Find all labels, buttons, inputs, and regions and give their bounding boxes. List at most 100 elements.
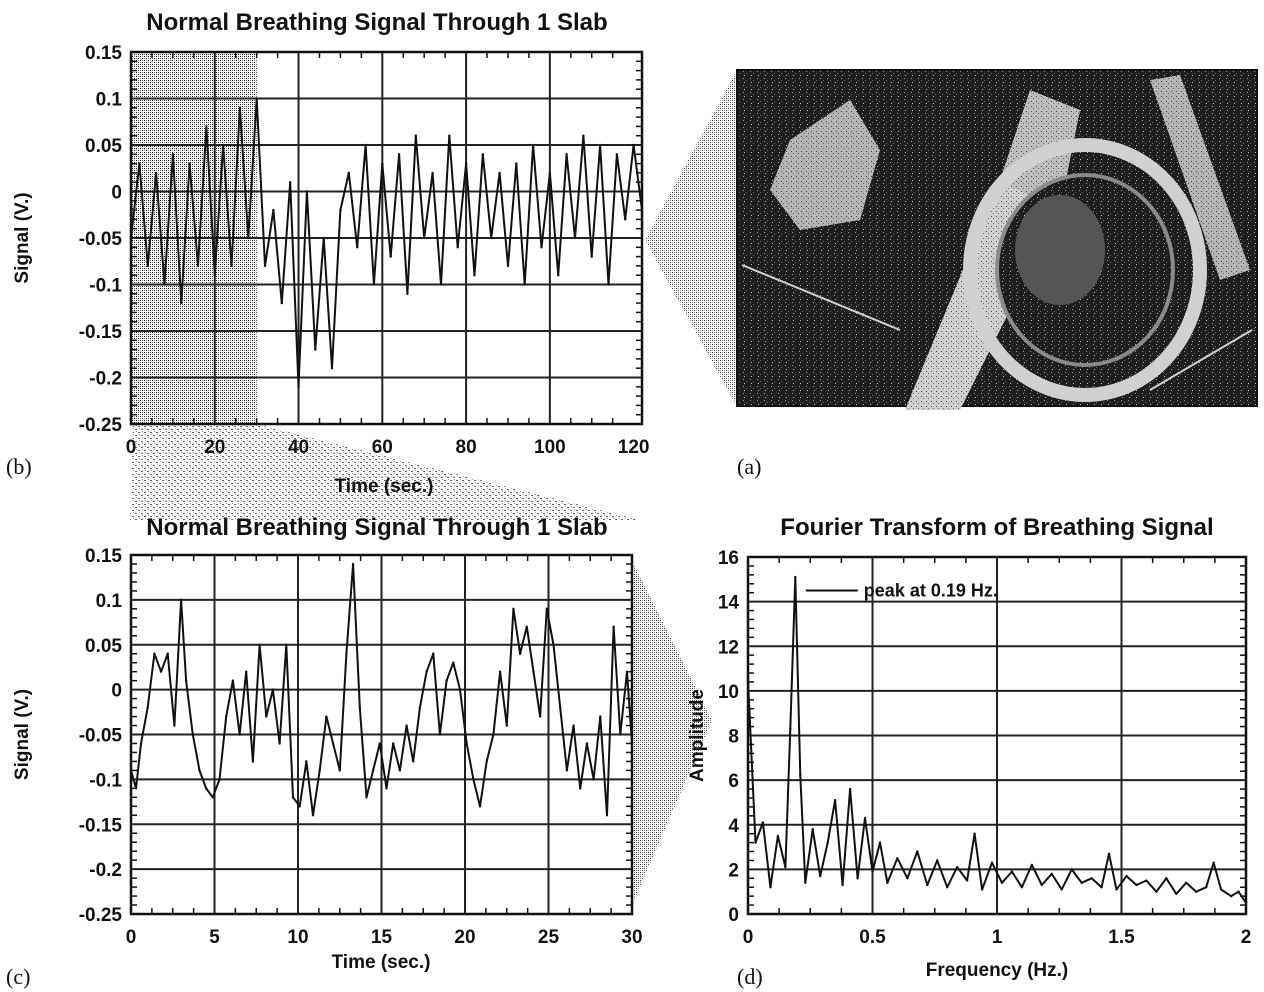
photo-person	[770, 100, 880, 230]
x-tick-label-d: 0	[743, 927, 754, 948]
data-point-b	[548, 171, 552, 175]
y-tick-label-b: 0.15	[85, 43, 122, 64]
data-point-c	[630, 742, 634, 745]
x-tick-label-d: 0.5	[859, 927, 886, 948]
photo-diag-bar	[1150, 75, 1250, 280]
data-point-c	[432, 652, 435, 655]
data-point-c	[231, 679, 235, 682]
data-point-b	[607, 283, 610, 286]
data-point-b	[456, 246, 459, 249]
chart-b: 0 20 40 60 80 100 120 0.15 0.1 0.05 0 -0.05 -0.1 -0.1…	[12, 9, 649, 497]
data-point-b	[414, 134, 418, 137]
data-point-c	[285, 643, 288, 646]
data-point-d	[871, 870, 874, 873]
data-point-c	[425, 670, 428, 673]
data-point-b	[238, 106, 242, 110]
y-tick-label-c: -0.05	[79, 726, 123, 747]
data-point-b	[632, 143, 635, 147]
data-point-d	[1070, 868, 1073, 871]
data-point-d	[789, 727, 792, 731]
panel-tag-b: (b)	[6, 454, 32, 479]
chart-title-c: Normal Breathing Signal Through 1 Slab	[146, 514, 607, 541]
data-point-c	[418, 706, 422, 709]
chart-title-d: Fourier Transform of Breathing Signal	[780, 514, 1213, 541]
data-point-c	[545, 607, 549, 611]
data-point-d	[1125, 874, 1128, 878]
data-point-b	[221, 143, 225, 147]
data-point-c	[331, 742, 335, 745]
data-point-b	[188, 162, 191, 165]
data-point-c	[305, 760, 308, 763]
data-point-d	[1060, 888, 1063, 891]
data-point-b	[280, 301, 283, 305]
x-axis-label-b: Time (sec.)	[335, 476, 434, 497]
y-tick-label-b: -0.1	[89, 276, 122, 297]
data-point-d	[1204, 886, 1208, 889]
data-point-c	[238, 733, 241, 736]
data-point-c	[605, 814, 609, 817]
y-tick-label-b: 0	[111, 183, 122, 204]
data-point-d	[776, 834, 780, 838]
data-point-c	[552, 643, 555, 646]
data-point-c	[405, 724, 408, 727]
data-point-b	[531, 143, 535, 147]
data-point-b	[464, 162, 468, 165]
panel-tag-c: (c)	[6, 964, 30, 989]
y-tick-label-c: -0.25	[79, 905, 123, 926]
data-point-c	[619, 733, 622, 736]
x-tick-label-d: 1	[992, 927, 1003, 948]
x-tick-label-b: 100	[534, 437, 566, 458]
x-tick-label-c: 10	[287, 927, 308, 948]
data-point-c	[492, 733, 495, 736]
data-point-c	[452, 661, 455, 664]
data-point-d	[1080, 881, 1083, 884]
data-point-d	[955, 865, 959, 869]
data-point-b	[314, 348, 317, 351]
data-point-b	[288, 181, 292, 184]
data-point-b	[422, 236, 426, 240]
data-point-c	[505, 724, 508, 727]
data-point-c	[412, 760, 415, 763]
data-point-b	[557, 274, 560, 277]
data-point-b	[347, 171, 351, 175]
data-point-d	[799, 774, 802, 777]
data-point-d	[1229, 894, 1233, 898]
data-point-d	[1020, 886, 1024, 889]
data-point-b	[506, 264, 510, 268]
data-point-d	[804, 881, 807, 884]
data-point-b	[330, 367, 334, 370]
data-point-d	[1050, 872, 1053, 876]
y-tick-label-b: -0.15	[79, 322, 123, 343]
data-point-c	[378, 742, 382, 745]
data-point-b	[490, 236, 493, 240]
data-point-c	[525, 625, 528, 628]
zoom-connector-c-to-d	[634, 565, 712, 900]
data-point-c	[498, 670, 502, 673]
data-point-d	[1030, 863, 1034, 867]
y-tick-label-b: -0.05	[79, 229, 123, 250]
x-tick-label-c: 5	[209, 927, 220, 948]
data-point-b	[372, 283, 376, 286]
y-tick-label-d: 2	[728, 860, 739, 881]
data-point-c	[318, 769, 321, 772]
data-point-b	[364, 143, 367, 147]
data-point-b	[154, 171, 158, 175]
data-point-c	[146, 706, 149, 709]
photo-ring	[963, 138, 1207, 402]
x-tick-label-d: 2	[1241, 927, 1252, 948]
data-point-c	[438, 733, 442, 736]
data-point-b	[138, 162, 141, 165]
data-point-c	[258, 643, 261, 646]
data-point-b	[180, 301, 183, 305]
y-tick-label-c: 0	[111, 681, 122, 702]
photo-cable-2	[1149, 329, 1253, 391]
data-point-c	[218, 778, 221, 781]
data-point-d	[841, 883, 844, 887]
data-point-b	[431, 171, 434, 175]
x-axis-label-d: Frequency (Hz.)	[926, 960, 1069, 981]
data-point-c	[198, 769, 201, 772]
data-point-c	[458, 688, 462, 691]
x-tick-label-c: 25	[538, 927, 560, 948]
y-tick-label-b: -0.25	[79, 415, 123, 436]
data-point-d	[848, 787, 852, 791]
